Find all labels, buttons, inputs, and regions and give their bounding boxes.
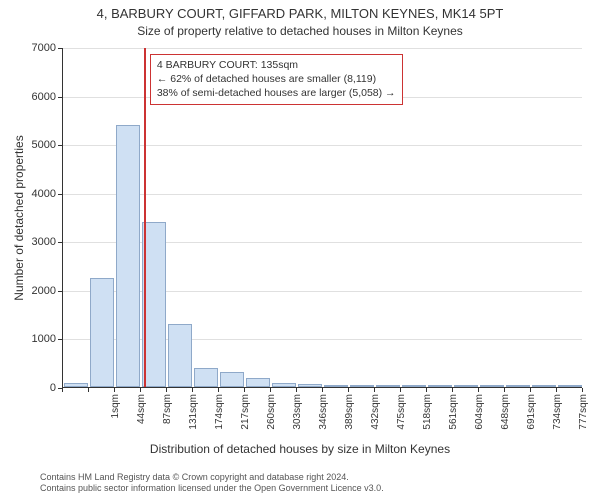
x-tick-mark bbox=[426, 388, 427, 392]
y-axis-label: Number of detached properties bbox=[12, 135, 26, 300]
x-tick-label: 174sqm bbox=[214, 394, 225, 444]
x-tick-mark bbox=[530, 388, 531, 392]
x-tick-mark bbox=[400, 388, 401, 392]
x-tick-mark bbox=[504, 388, 505, 392]
annotation-box: 4 BARBURY COURT: 135sqm ← 62% of detache… bbox=[150, 54, 403, 105]
chart-container: 4, BARBURY COURT, GIFFARD PARK, MILTON K… bbox=[0, 0, 600, 500]
x-tick-mark bbox=[62, 388, 63, 392]
x-tick-mark bbox=[348, 388, 349, 392]
x-tick-mark bbox=[114, 388, 115, 392]
x-tick-label: 1sqm bbox=[110, 394, 121, 444]
histogram-bar bbox=[480, 385, 504, 387]
annotation-line3: 38% of semi-detached houses are larger (… bbox=[157, 86, 396, 100]
histogram-bar bbox=[376, 385, 400, 387]
x-axis-ticks: 1sqm 44sqm 87sqm 131sqm 174sqm 217sqm 260sqm 30… bbox=[62, 388, 582, 448]
x-tick-label: 346sqm bbox=[318, 394, 329, 444]
x-tick-label: 777sqm bbox=[578, 394, 589, 444]
histogram-bar bbox=[298, 384, 322, 387]
histogram-bar bbox=[558, 385, 582, 387]
chart-subtitle: Size of property relative to detached ho… bbox=[0, 24, 600, 38]
x-tick-mark bbox=[88, 388, 89, 392]
histogram-bar bbox=[454, 385, 478, 387]
x-tick-label: 734sqm bbox=[552, 394, 563, 444]
x-tick-mark bbox=[478, 388, 479, 392]
x-tick-mark bbox=[374, 388, 375, 392]
y-tick-label: 4000 bbox=[0, 188, 56, 200]
x-tick-label: 389sqm bbox=[344, 394, 355, 444]
histogram-bar bbox=[90, 278, 114, 387]
histogram-bar bbox=[350, 385, 374, 387]
x-tick-mark bbox=[322, 388, 323, 392]
x-tick-label: 604sqm bbox=[474, 394, 485, 444]
histogram-bar bbox=[246, 378, 270, 387]
x-tick-label: 561sqm bbox=[448, 394, 459, 444]
x-axis-label: Distribution of detached houses by size … bbox=[0, 442, 600, 456]
x-tick-label: 131sqm bbox=[188, 394, 199, 444]
x-tick-label: 260sqm bbox=[266, 394, 277, 444]
histogram-bar bbox=[428, 385, 452, 387]
x-tick-mark bbox=[244, 388, 245, 392]
histogram-bar bbox=[168, 324, 192, 387]
footer-text: Contains HM Land Registry data © Crown c… bbox=[40, 472, 384, 495]
plot-area: 4 BARBURY COURT: 135sqm ← 62% of detache… bbox=[62, 48, 582, 388]
x-tick-mark bbox=[218, 388, 219, 392]
footer-line2: Contains public sector information licen… bbox=[40, 483, 384, 494]
x-tick-mark bbox=[296, 388, 297, 392]
x-tick-mark bbox=[582, 388, 583, 392]
x-tick-label: 303sqm bbox=[292, 394, 303, 444]
histogram-bar bbox=[324, 385, 348, 387]
x-tick-label: 691sqm bbox=[526, 394, 537, 444]
x-tick-mark bbox=[270, 388, 271, 392]
x-tick-mark bbox=[452, 388, 453, 392]
x-tick-label: 217sqm bbox=[240, 394, 251, 444]
histogram-bar bbox=[402, 385, 426, 387]
histogram-bar bbox=[194, 368, 218, 387]
histogram-bar bbox=[116, 125, 140, 387]
annotation-line1: 4 BARBURY COURT: 135sqm bbox=[157, 58, 396, 72]
histogram-bar bbox=[64, 383, 88, 387]
y-tick-label: 7000 bbox=[0, 42, 56, 54]
x-tick-mark bbox=[140, 388, 141, 392]
annotation-line2: ← 62% of detached houses are smaller (8,… bbox=[157, 72, 396, 86]
x-tick-mark bbox=[556, 388, 557, 392]
histogram-bar bbox=[532, 385, 556, 387]
y-tick-label: 2000 bbox=[0, 285, 56, 297]
y-tick-label: 0 bbox=[0, 382, 56, 394]
y-tick-label: 1000 bbox=[0, 333, 56, 345]
histogram-bar bbox=[272, 383, 296, 387]
x-tick-label: 87sqm bbox=[162, 394, 173, 444]
x-tick-label: 648sqm bbox=[500, 394, 511, 444]
x-tick-label: 432sqm bbox=[370, 394, 381, 444]
histogram-bar bbox=[220, 372, 244, 387]
y-tick-label: 6000 bbox=[0, 91, 56, 103]
x-tick-label: 44sqm bbox=[136, 394, 147, 444]
x-tick-label: 518sqm bbox=[422, 394, 433, 444]
x-tick-label: 475sqm bbox=[396, 394, 407, 444]
histogram-bar bbox=[506, 385, 530, 387]
footer-line1: Contains HM Land Registry data © Crown c… bbox=[40, 472, 384, 483]
x-tick-mark bbox=[166, 388, 167, 392]
chart-title: 4, BARBURY COURT, GIFFARD PARK, MILTON K… bbox=[0, 6, 600, 21]
marker-line bbox=[144, 48, 146, 387]
y-tick-label: 3000 bbox=[0, 236, 56, 248]
x-tick-mark bbox=[192, 388, 193, 392]
y-tick-label: 5000 bbox=[0, 139, 56, 151]
